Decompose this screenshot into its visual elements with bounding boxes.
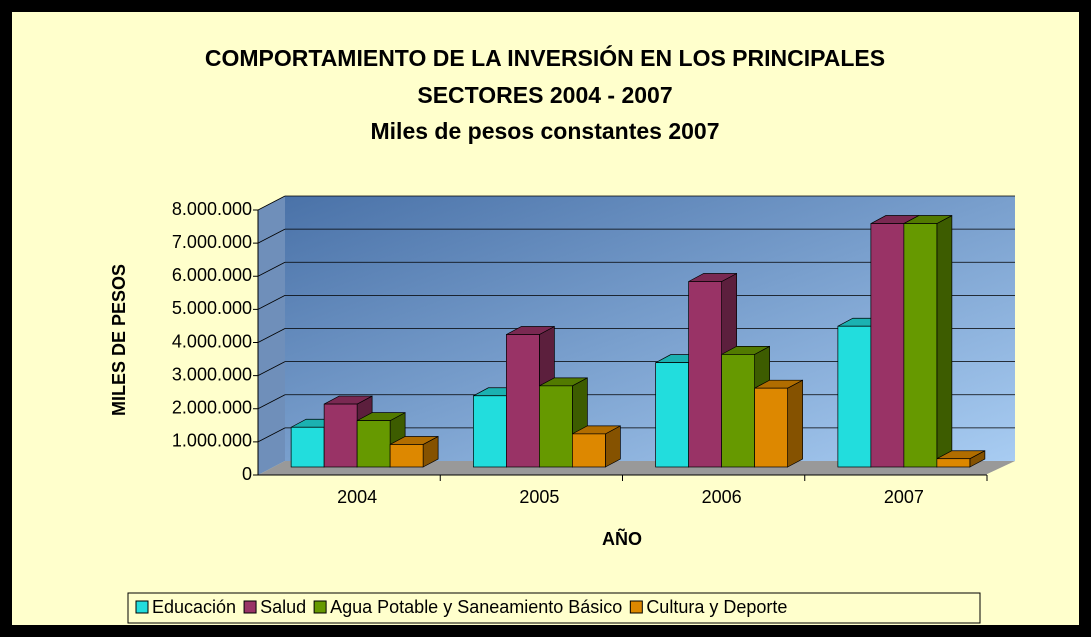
bar — [356, 420, 391, 468]
x-tick-label: 2004 — [337, 487, 377, 507]
bar — [721, 354, 755, 468]
bar — [936, 458, 971, 468]
legend-box — [127, 592, 981, 624]
bar-side — [787, 379, 803, 468]
y-tick-label: 0 — [242, 464, 252, 484]
legend-label: Cultura y Deporte — [646, 597, 787, 617]
legend-label: Educación — [152, 597, 236, 617]
grid-line — [257, 261, 286, 277]
chart-title: Miles de pesos constantes 2007 — [371, 118, 720, 144]
legend-swatch — [135, 600, 149, 614]
chart-title: SECTORES 2004 - 2007 — [417, 82, 672, 108]
grid-line — [257, 394, 286, 410]
bar — [870, 223, 905, 468]
y-tick-label: 5.000.000 — [172, 298, 252, 318]
legend-label: Salud — [260, 597, 306, 617]
y-tick-label: 6.000.000 — [172, 265, 252, 285]
grid-line — [257, 228, 286, 244]
chart-title: COMPORTAMIENTO DE LA INVERSIÓN EN LOS PR… — [205, 44, 885, 71]
bar — [539, 385, 573, 468]
y-tick-label: 2.000.000 — [172, 398, 252, 418]
legend-label: Agua Potable y Saneamiento Básico — [330, 597, 622, 617]
legend-swatch — [629, 600, 643, 614]
y-axis-title: MILES DE PESOS — [109, 264, 129, 416]
y-tick-label: 3.000.000 — [172, 364, 252, 384]
grid-line — [257, 328, 286, 343]
bar — [473, 395, 507, 468]
bar — [506, 334, 540, 468]
bar — [290, 426, 325, 468]
bar — [754, 387, 788, 468]
bar — [389, 444, 424, 468]
bar — [688, 281, 722, 468]
bar — [572, 433, 606, 468]
bar — [655, 362, 689, 468]
bar-side — [936, 214, 953, 468]
x-tick-label: 2006 — [702, 487, 742, 507]
grid-line — [257, 427, 286, 443]
x-axis-title: AÑO — [602, 528, 642, 549]
bar — [837, 325, 872, 468]
floor — [258, 461, 1015, 475]
y-tick-label: 8.000.000 — [172, 199, 252, 219]
bar — [323, 403, 358, 468]
y-tick-label: 1.000.000 — [172, 431, 252, 451]
x-tick-label: 2007 — [884, 487, 924, 507]
grid-line — [257, 195, 286, 211]
grid-line — [257, 361, 286, 376]
y-tick-label: 4.000.000 — [172, 331, 252, 351]
x-tick-label: 2005 — [519, 487, 559, 507]
legend-swatch — [313, 600, 327, 614]
y-tick-label: 7.000.000 — [172, 232, 252, 252]
bar — [903, 223, 938, 468]
grid-line — [257, 295, 286, 310]
legend-swatch — [243, 600, 257, 614]
